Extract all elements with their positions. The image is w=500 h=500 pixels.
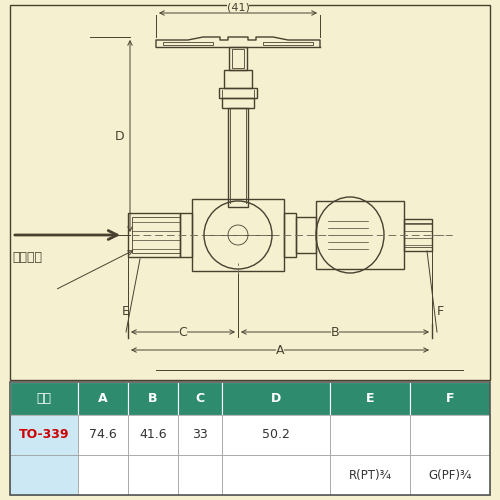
Bar: [10, 5, 490, 380]
Text: A: A: [98, 392, 108, 405]
Text: A: A: [276, 344, 284, 356]
Text: D: D: [115, 130, 125, 142]
Text: 74.6: 74.6: [89, 428, 117, 442]
Text: D: D: [271, 392, 281, 405]
Bar: [410, 382, 490, 415]
Bar: [224, 70, 252, 88]
Bar: [10, 382, 78, 415]
Bar: [330, 382, 410, 415]
Text: E: E: [366, 392, 374, 405]
Bar: [78, 455, 128, 495]
Text: 41.6: 41.6: [139, 428, 167, 442]
Bar: [132, 217, 180, 253]
Text: F: F: [446, 392, 454, 405]
Bar: [10, 415, 78, 455]
Text: C: C: [196, 392, 204, 405]
Bar: [163, 42, 213, 45]
Text: TO-339: TO-339: [19, 428, 69, 442]
Text: 33: 33: [192, 428, 208, 442]
Bar: [128, 213, 180, 257]
Bar: [10, 455, 78, 495]
Text: C: C: [178, 326, 188, 338]
Bar: [229, 47, 247, 70]
Bar: [219, 88, 257, 98]
Bar: [263, 42, 313, 45]
Text: B: B: [330, 326, 340, 338]
Text: (41): (41): [226, 2, 250, 12]
Bar: [222, 415, 330, 455]
Text: F: F: [436, 305, 444, 318]
Bar: [78, 382, 128, 415]
Text: 流水方向: 流水方向: [12, 251, 42, 264]
Bar: [404, 223, 432, 247]
Bar: [10, 382, 490, 495]
Text: G(PF)¾: G(PF)¾: [428, 468, 472, 481]
Bar: [284, 213, 296, 257]
Bar: [228, 108, 248, 207]
Bar: [128, 415, 178, 455]
Text: B: B: [148, 392, 158, 405]
Bar: [178, 415, 222, 455]
Text: 型番: 型番: [36, 392, 52, 405]
Bar: [128, 382, 178, 415]
Bar: [410, 455, 490, 495]
Bar: [192, 199, 284, 271]
Bar: [128, 455, 178, 495]
Bar: [232, 49, 244, 68]
Bar: [330, 455, 410, 495]
Bar: [404, 219, 432, 251]
Text: R(PT)¾: R(PT)¾: [348, 468, 392, 481]
Bar: [78, 415, 128, 455]
Bar: [178, 455, 222, 495]
Bar: [296, 217, 316, 253]
Bar: [222, 382, 330, 415]
Text: E: E: [122, 305, 130, 318]
Bar: [316, 201, 404, 269]
Bar: [178, 382, 222, 415]
Text: 50.2: 50.2: [262, 428, 290, 442]
Bar: [222, 98, 254, 108]
Bar: [222, 455, 330, 495]
Bar: [410, 415, 490, 455]
Bar: [330, 415, 410, 455]
Bar: [180, 213, 192, 257]
